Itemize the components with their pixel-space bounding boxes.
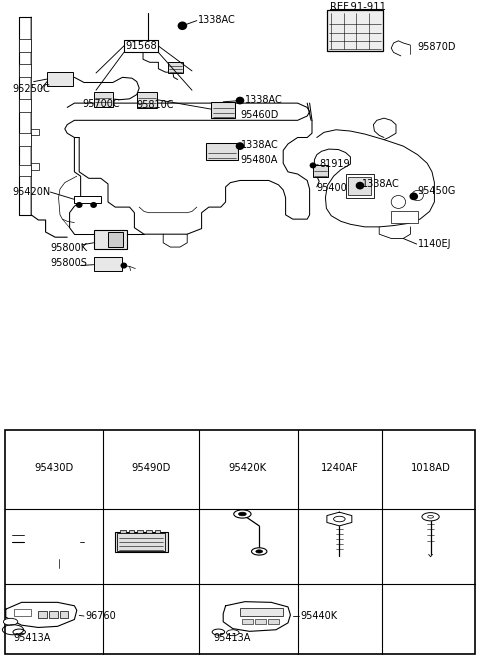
Text: 1240AF: 1240AF (321, 463, 358, 474)
Bar (74, 195, 101, 203)
Bar (346, 174, 374, 197)
Text: 95450G: 95450G (418, 186, 456, 196)
Text: 95810C: 95810C (137, 100, 174, 110)
Bar (155, 531, 160, 533)
Text: 95413A: 95413A (13, 633, 51, 643)
Bar (94, 257, 122, 271)
Circle shape (76, 202, 83, 208)
Text: 1018AD: 1018AD (410, 463, 451, 474)
Circle shape (409, 192, 418, 200)
Bar (47, 72, 73, 86)
Bar (19, 133, 31, 146)
Bar (268, 619, 279, 624)
Text: 1338AC: 1338AC (362, 179, 400, 189)
Circle shape (310, 163, 316, 169)
Text: 95440K: 95440K (300, 611, 337, 621)
Text: 95413A: 95413A (214, 633, 251, 643)
Circle shape (356, 182, 364, 190)
Circle shape (178, 22, 187, 30)
Bar (146, 531, 152, 533)
Bar (94, 92, 113, 108)
Text: 1338AC: 1338AC (241, 140, 279, 150)
Text: 1338AC: 1338AC (245, 95, 283, 105)
Bar (348, 177, 371, 195)
Text: 1338AC: 1338AC (198, 15, 236, 25)
Circle shape (90, 202, 97, 208)
Circle shape (236, 96, 244, 104)
Circle shape (234, 510, 251, 518)
Text: 95430D: 95430D (34, 463, 73, 474)
Bar (242, 619, 253, 624)
Text: 95250C: 95250C (12, 84, 50, 94)
Bar (211, 102, 235, 118)
Bar (117, 533, 165, 551)
Bar (19, 165, 31, 176)
Bar (143, 43, 153, 48)
Text: 96760: 96760 (85, 611, 116, 621)
Circle shape (236, 142, 244, 150)
Text: 91568: 91568 (125, 41, 157, 51)
Text: 95400: 95400 (317, 183, 348, 194)
Circle shape (422, 512, 439, 521)
Bar (19, 39, 31, 52)
Circle shape (252, 548, 267, 555)
Bar (129, 531, 134, 533)
Bar (168, 62, 183, 73)
Bar (49, 611, 58, 618)
Circle shape (412, 190, 423, 201)
Text: 1140EJ: 1140EJ (418, 239, 451, 249)
Circle shape (428, 516, 433, 518)
Bar (327, 10, 383, 51)
Bar (124, 39, 158, 52)
Circle shape (391, 195, 406, 209)
Bar (255, 619, 266, 624)
Circle shape (3, 619, 18, 625)
Text: 81919: 81919 (319, 159, 350, 169)
Bar (206, 142, 238, 160)
Text: 95700C: 95700C (83, 100, 120, 110)
Circle shape (256, 550, 263, 553)
Text: 95460D: 95460D (240, 110, 278, 120)
Text: REF.91-911: REF.91-911 (330, 3, 386, 12)
Circle shape (334, 516, 345, 522)
Bar (115, 531, 168, 552)
Bar (19, 64, 31, 77)
Bar (120, 531, 126, 533)
Bar (137, 92, 157, 108)
Circle shape (239, 512, 246, 516)
Bar (137, 531, 143, 533)
Circle shape (120, 262, 127, 268)
Bar (14, 609, 31, 616)
Text: 95420K: 95420K (228, 463, 267, 474)
Bar (60, 611, 68, 618)
Bar (38, 611, 47, 618)
Text: 95420N: 95420N (12, 187, 50, 197)
Bar (108, 232, 123, 247)
Bar (391, 211, 418, 224)
Text: 95800K: 95800K (50, 243, 87, 253)
Bar (94, 230, 127, 249)
Bar (240, 608, 283, 616)
Bar (19, 99, 31, 112)
Bar (313, 165, 328, 178)
Text: 95490D: 95490D (132, 463, 171, 474)
Text: 95800S: 95800S (50, 258, 87, 268)
Text: 95480A: 95480A (240, 155, 277, 165)
Text: 95870D: 95870D (418, 42, 456, 52)
